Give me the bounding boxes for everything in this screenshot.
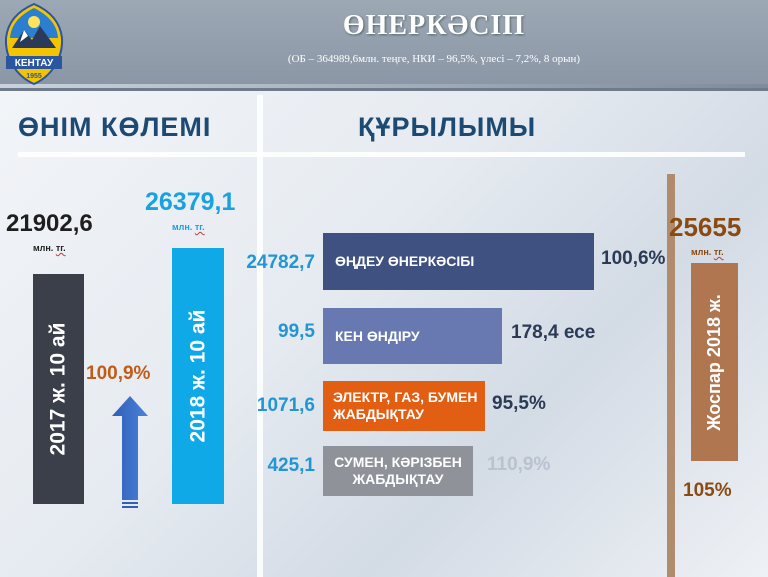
page-title: ӨНЕРКӘСІП [342,10,526,41]
kentau-logo: КЕНТАУ 1955 [4,2,64,86]
unit-2017: млн. тг. [33,243,66,253]
structure-pct-3: 95,5% [492,393,546,414]
page-subtitle: (ОБ – 364989,6млн. теңге, НКИ – 96,5%, ү… [287,53,581,65]
output-volume-heading: ӨНІМ КӨЛЕМІ [18,112,212,142]
logo-year: 1955 [26,73,42,80]
plan-value: 25655 [669,212,742,242]
unit-tg: тг. [55,243,66,253]
plan-bar: Жоспар 2018 ж. [691,263,738,461]
structure-pct-4: 110,9% [487,454,551,475]
bar-2018: 2018 ж. 10 ай [172,248,224,504]
plan-percent: 105% [683,480,732,501]
plan-bar-label: Жоспар 2018 ж. [704,293,724,431]
bar-2017-label: 2017 ж. 10 ай [46,322,70,456]
structure-heading: ҚҰРЫЛЫМЫ [358,112,537,142]
unit-prefix: млн. [172,222,193,232]
plan-divider-line [667,174,675,577]
structure-pct-1: 100,6% [601,248,666,269]
bar-2017: 2017 ж. 10 ай [33,274,84,504]
header-banner [0,0,768,91]
horizontal-divider [18,152,745,157]
vertical-divider [257,95,263,577]
structure-label-4: СУМЕН, КӘРІЗБЕН ЖАБДЫҚТАУ [334,454,462,487]
value-2017: 21902,6 [6,210,93,237]
structure-value-2: 99,5 [278,321,315,342]
logo-text: КЕНТАУ [15,58,54,69]
structure-label-1: ӨҢДЕУ ӨНЕРКӘСІБІ [335,253,475,270]
value-2018: 26379,1 [145,188,236,216]
structure-value-3: 1071,6 [256,395,315,416]
structure-bar-manufacturing: ӨҢДЕУ ӨНЕРКӘСІБІ [323,233,594,290]
structure-bar-electricity: ЭЛЕКТР, ГАЗ, БУМЕН ЖАБДЫҚТАУ [323,381,485,431]
structure-pct-2: 178,4 есе [511,322,596,343]
up-arrow-icon [112,396,148,508]
growth-percent: 100,9% [86,363,151,384]
structure-bar-mining: КЕН ӨНДІРУ [323,308,502,364]
unit-prefix: млн. [33,243,54,253]
plan-unit: млн. тг. [691,247,724,257]
unit-2018: млн. тг. [172,222,205,232]
structure-bar-water: СУМЕН, КӘРІЗБЕН ЖАБДЫҚТАУ [323,446,473,496]
structure-value-4: 425,1 [267,455,315,476]
structure-label-3: ЭЛЕКТР, ГАЗ, БУМЕН ЖАБДЫҚТАУ [333,389,478,422]
structure-label-2: КЕН ӨНДІРУ [335,327,420,344]
unit-prefix: млн. [691,247,712,257]
unit-tg: тг. [713,247,724,257]
structure-value-1: 24782,7 [246,252,315,273]
unit-tg: тг. [194,222,205,232]
